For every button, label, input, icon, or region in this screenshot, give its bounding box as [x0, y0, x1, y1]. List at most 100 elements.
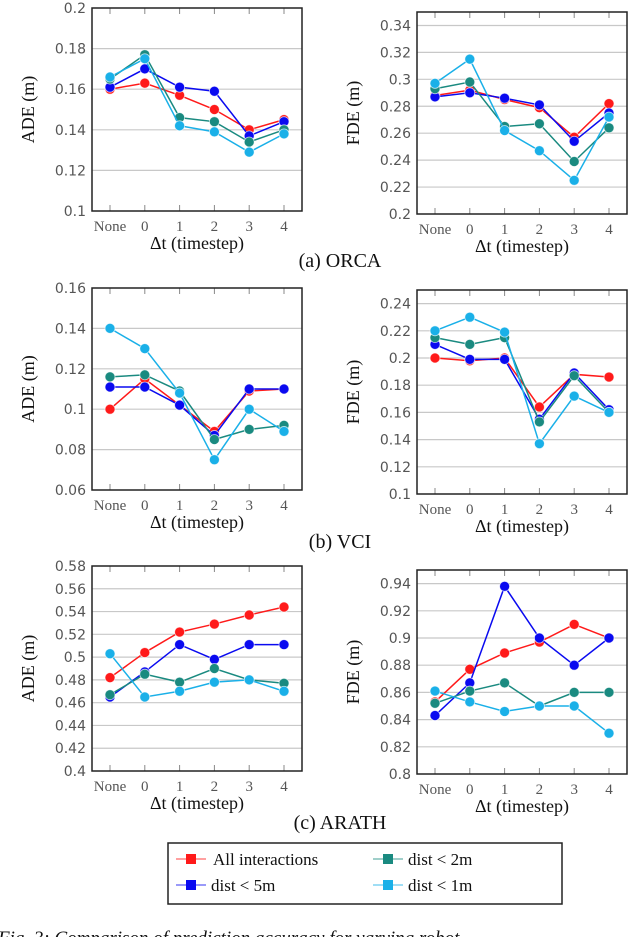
data-point — [208, 653, 220, 665]
x-tick-label: 0 — [141, 779, 149, 795]
y-axis-label: FDE (m) — [343, 360, 364, 425]
series-2 — [104, 369, 290, 445]
series-3 — [429, 685, 615, 739]
x-tick-label: 1 — [501, 782, 509, 798]
y-tick-label: 0.32 — [380, 45, 411, 61]
x-tick-label: 2 — [211, 498, 219, 514]
data-point — [208, 116, 220, 128]
data-point — [174, 387, 186, 399]
legend-label: All interactions — [213, 850, 318, 869]
y-tick-label: 0.42 — [55, 741, 86, 757]
y-tick-label: 0.92 — [380, 604, 411, 620]
plot-frame — [416, 569, 628, 775]
subcaption: (a) ORCA — [299, 250, 382, 272]
legend-entry: dist < 1m — [373, 876, 472, 895]
series-line — [434, 316, 610, 446]
y-tick-label: 0.88 — [380, 658, 411, 674]
x-tick-label: None — [419, 222, 452, 238]
data-point — [464, 338, 476, 350]
data-point — [499, 353, 511, 365]
data-point — [499, 706, 511, 717]
data-point — [139, 691, 151, 703]
x-tick-label: 3 — [245, 219, 253, 235]
y-axis-label: ADE (m) — [18, 355, 39, 422]
y-tick-label: 0.1 — [389, 487, 411, 503]
data-point — [139, 77, 151, 89]
data-point — [603, 406, 615, 418]
y-tick-label: 0.12 — [55, 163, 86, 179]
figure-caption: Fig. 3: Comparison of prediction accurac… — [0, 928, 460, 937]
y-tick-label: 0.24 — [380, 297, 411, 313]
y-axis-label: ADE (m) — [18, 635, 39, 702]
data-point — [568, 370, 580, 382]
y-tick-label: 0.2 — [389, 351, 411, 367]
data-point — [104, 322, 116, 334]
series-0 — [429, 352, 615, 413]
x-tick-label: 2 — [211, 779, 219, 795]
plot-frame — [91, 287, 303, 491]
legend-marker — [383, 854, 393, 864]
y-tick-label: 0.14 — [380, 433, 411, 449]
data-point — [499, 677, 511, 689]
data-point — [243, 383, 255, 395]
series-line — [109, 377, 285, 433]
data-point — [534, 118, 545, 130]
data-point — [464, 53, 476, 65]
x-tick-label: 2 — [536, 222, 544, 238]
x-axis-label: Δt (timestep) — [475, 516, 569, 537]
plot-frame — [416, 289, 628, 495]
data-point — [104, 371, 116, 383]
x-tick-label: 3 — [245, 498, 253, 514]
data-point — [208, 663, 220, 674]
legend: All interactions dist < 5m dist < 2m dist <… — [167, 842, 563, 905]
data-point — [568, 659, 580, 671]
data-point — [139, 647, 151, 658]
series-1 — [429, 580, 615, 721]
y-tick-label: 0.22 — [380, 180, 411, 196]
legend-entry: All interactions — [176, 850, 318, 869]
data-point — [208, 618, 220, 630]
subplot-3: 0.06 0.08 0.1 0.12 0.14 0.16 None 0 1 2 3 4 ADE (m) Δ… — [18, 281, 303, 533]
series-line — [109, 606, 285, 679]
series-line — [434, 58, 610, 182]
x-tick-label: 3 — [570, 222, 578, 238]
y-tick-label: 0.12 — [380, 460, 411, 476]
legend-marker — [186, 880, 196, 890]
data-point — [534, 438, 545, 450]
y-tick-label: 0.24 — [380, 153, 411, 169]
y-tick-label: 0.34 — [380, 18, 411, 34]
x-tick-label: 2 — [211, 219, 219, 235]
y-tick-label: 0.14 — [55, 123, 86, 139]
y-tick-label: 0.82 — [380, 740, 411, 756]
data-point — [603, 727, 615, 739]
series-1 — [104, 63, 290, 142]
x-tick-label: 4 — [605, 222, 613, 238]
legend-entry: dist < 5m — [176, 876, 275, 895]
data-point — [243, 146, 255, 158]
series-2 — [429, 76, 615, 167]
data-point — [104, 71, 116, 83]
subcaption: (c) ARATH — [294, 812, 387, 834]
legend-marker — [383, 880, 393, 890]
y-axis-label: ADE (m) — [18, 76, 39, 143]
data-point — [603, 122, 615, 134]
data-point — [429, 710, 441, 721]
data-point — [568, 700, 580, 712]
data-point — [464, 76, 476, 88]
data-point — [243, 423, 255, 435]
data-point — [568, 156, 580, 167]
subplot-6: 0.8 0.82 0.84 0.86 0.88 0.9 0.92 0.94 None 0 1 2 3 4 F… — [343, 569, 628, 817]
series-line — [434, 623, 610, 703]
y-axis-label: FDE (m) — [343, 640, 364, 705]
data-point — [243, 639, 255, 650]
y-tick-label: 0.84 — [380, 713, 411, 729]
y-tick-label: 0.28 — [380, 99, 411, 115]
subplot-1: 0.1 0.12 0.14 0.16 0.18 0.2 None 0 1 2 3 4 ADE (m) Δt… — [18, 1, 303, 254]
data-point — [534, 145, 545, 157]
x-tick-label: 1 — [176, 498, 184, 514]
data-point — [429, 352, 441, 364]
y-axis-label: FDE (m) — [343, 81, 364, 146]
data-point — [278, 601, 290, 613]
data-point — [208, 676, 220, 688]
y-tick-label: 0.5 — [64, 650, 86, 666]
